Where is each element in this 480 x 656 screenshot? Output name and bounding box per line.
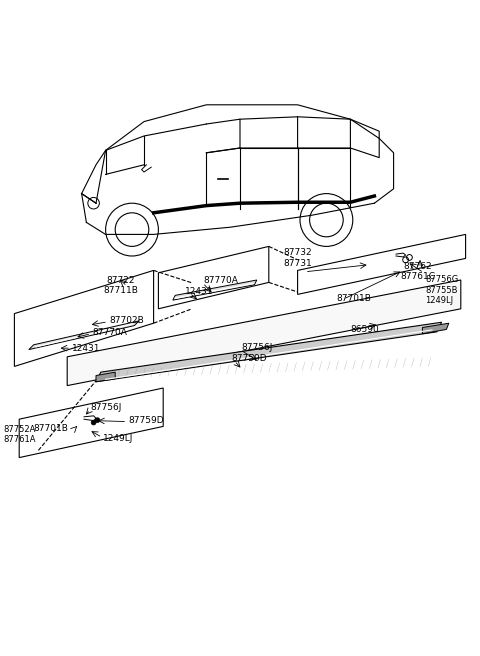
- Text: 87770A: 87770A: [93, 328, 128, 337]
- Text: 87770A: 87770A: [203, 276, 238, 285]
- Circle shape: [95, 418, 100, 422]
- Text: 87756J: 87756J: [241, 342, 272, 352]
- Text: 12431: 12431: [185, 287, 213, 296]
- Text: 87701B: 87701B: [34, 424, 69, 433]
- Polygon shape: [298, 234, 466, 295]
- Text: 87756J: 87756J: [90, 403, 121, 412]
- Text: 87701B: 87701B: [336, 294, 371, 302]
- Text: 1249LJ: 1249LJ: [103, 434, 133, 443]
- Text: 12431: 12431: [72, 344, 100, 353]
- Circle shape: [91, 420, 96, 425]
- Text: 87732
87731: 87732 87731: [283, 248, 312, 268]
- Polygon shape: [96, 372, 115, 382]
- Text: 87702B: 87702B: [109, 316, 144, 325]
- Polygon shape: [67, 280, 461, 386]
- Text: 87756G
87755B
1249LJ: 87756G 87755B 1249LJ: [425, 276, 458, 305]
- Polygon shape: [96, 322, 442, 382]
- Text: 86590: 86590: [350, 325, 379, 334]
- Polygon shape: [173, 280, 257, 300]
- Polygon shape: [422, 323, 449, 334]
- Text: 87722
87711B: 87722 87711B: [104, 276, 138, 295]
- Text: 87752A
87761A: 87752A 87761A: [4, 425, 36, 444]
- Polygon shape: [19, 388, 163, 458]
- Polygon shape: [14, 270, 154, 367]
- Text: 87759D: 87759D: [232, 354, 267, 363]
- Text: 87759D: 87759D: [128, 416, 164, 424]
- Polygon shape: [158, 247, 269, 309]
- Polygon shape: [29, 321, 139, 350]
- Text: 87762
87761C: 87762 87761C: [400, 262, 435, 281]
